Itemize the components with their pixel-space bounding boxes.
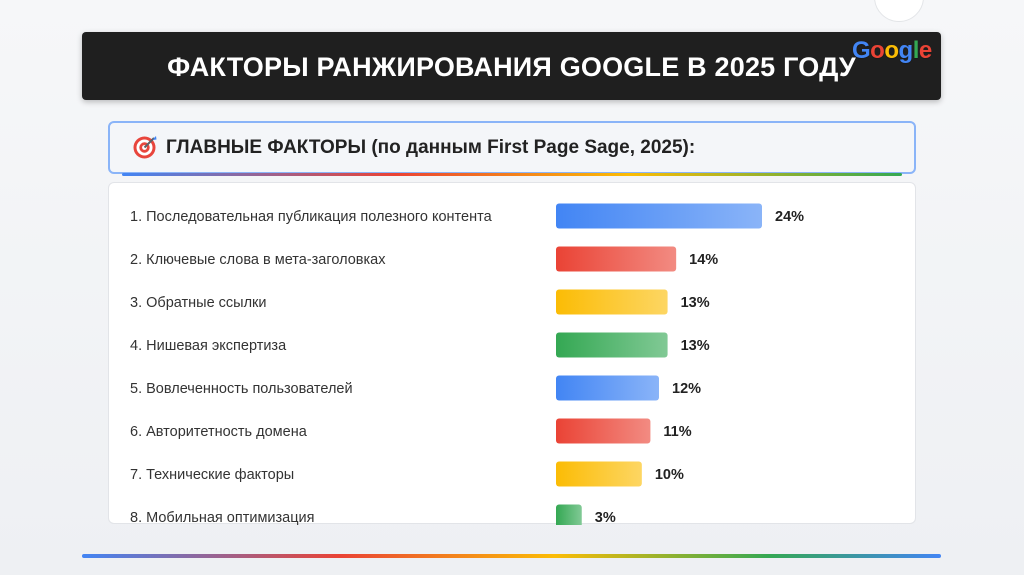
- corner-circle: [874, 0, 924, 22]
- factor-label: 8. Мобильная оптимизация: [130, 510, 315, 525]
- logo-letter: o: [870, 37, 885, 64]
- target-icon: [132, 135, 157, 160]
- factor-bar: [556, 203, 762, 229]
- factor-label: 2. Ключевые слова в мета-заголовках: [130, 252, 386, 268]
- factor-label: 6. Авторитетность домена: [130, 424, 308, 440]
- section-title: ГЛАВНЫЕ ФАКТОРЫ (по данным First Page Sa…: [166, 136, 696, 158]
- value-label: 10%: [655, 467, 684, 483]
- factor-bar: [556, 289, 668, 315]
- value-label: 13%: [681, 338, 710, 354]
- ranking-factors-chart: 1. Последовательная публикация полезного…: [130, 203, 804, 525]
- value-label: 13%: [681, 295, 710, 311]
- factor-bar: [556, 375, 659, 401]
- logo-letter: l: [912, 37, 920, 64]
- logo-letter: e: [918, 37, 932, 64]
- factor-label: 4. Нишевая экспертиза: [130, 338, 287, 354]
- logo-letter: o: [884, 37, 899, 64]
- value-label: 24%: [775, 209, 804, 225]
- title-banner: ФАКТОРЫ РАНЖИРОВАНИЯ GOOGLE В 2025 ГОДУ: [82, 32, 941, 100]
- factor-bar: [556, 504, 582, 525]
- factor-label: 1. Последовательная публикация полезного…: [130, 209, 493, 225]
- chart-card: 1. Последовательная публикация полезного…: [108, 182, 916, 525]
- value-label: 14%: [689, 252, 718, 268]
- section-header: ГЛАВНЫЕ ФАКТОРЫ (по данным First Page Sa…: [108, 121, 916, 176]
- value-label: 3%: [595, 510, 616, 525]
- factor-label: 3. Обратные ссылки: [130, 295, 267, 311]
- value-label: 11%: [663, 424, 691, 440]
- factor-bar: [556, 332, 668, 358]
- bottom-divider: [82, 554, 941, 558]
- factor-bar: [556, 418, 651, 444]
- factor-bar: [556, 461, 642, 487]
- factor-label: 7. Технические факторы: [130, 467, 294, 483]
- google-logo: Google: [852, 37, 932, 65]
- logo-letter: G: [852, 37, 871, 64]
- value-label: 12%: [672, 381, 701, 397]
- page-title: ФАКТОРЫ РАНЖИРОВАНИЯ GOOGLE В 2025 ГОДУ: [167, 51, 856, 82]
- factor-bar: [556, 246, 677, 272]
- factor-label: 5. Вовлеченность пользователей: [130, 381, 353, 397]
- logo-letter: g: [898, 37, 914, 64]
